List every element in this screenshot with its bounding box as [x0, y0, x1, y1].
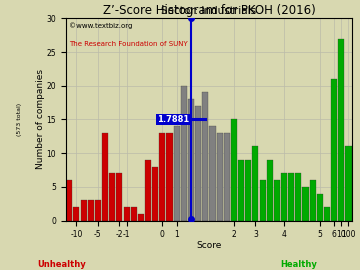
Bar	[281, 173, 287, 221]
Bar	[310, 180, 316, 221]
Bar	[109, 173, 115, 221]
Bar	[260, 180, 266, 221]
Text: The Research Foundation of SUNY: The Research Foundation of SUNY	[68, 40, 187, 46]
Text: Healthy: Healthy	[280, 260, 317, 269]
Bar	[102, 133, 108, 221]
Text: Sector: Industrials: Sector: Industrials	[161, 6, 256, 16]
Bar	[188, 99, 194, 221]
Bar	[116, 173, 122, 221]
Bar	[274, 180, 280, 221]
Text: 1.7881: 1.7881	[157, 115, 189, 124]
Bar	[66, 180, 72, 221]
Title: Z’-Score Histogram for PKOH (2016): Z’-Score Histogram for PKOH (2016)	[103, 4, 315, 17]
Bar	[81, 200, 87, 221]
Bar	[131, 207, 137, 221]
Bar	[288, 173, 294, 221]
Bar	[267, 160, 273, 221]
Bar	[231, 119, 237, 221]
Bar	[152, 167, 158, 221]
Bar	[202, 92, 208, 221]
Bar	[238, 160, 244, 221]
Bar	[95, 200, 101, 221]
Bar	[138, 214, 144, 221]
Bar	[181, 86, 187, 221]
Bar	[123, 207, 130, 221]
Bar	[252, 146, 258, 221]
Bar	[88, 200, 94, 221]
Bar	[159, 133, 165, 221]
Bar	[73, 207, 80, 221]
Bar	[245, 160, 251, 221]
Bar	[302, 187, 309, 221]
Bar	[324, 207, 330, 221]
Bar	[210, 126, 216, 221]
Bar	[331, 79, 337, 221]
Text: Unhealthy: Unhealthy	[37, 260, 86, 269]
Bar	[145, 160, 151, 221]
Bar	[174, 126, 180, 221]
Bar	[295, 173, 301, 221]
Bar	[166, 133, 172, 221]
Bar	[338, 39, 345, 221]
X-axis label: Score: Score	[196, 241, 221, 250]
Bar	[195, 106, 201, 221]
Text: (573 total): (573 total)	[17, 103, 22, 136]
Bar	[217, 133, 223, 221]
Text: ©www.textbiz.org: ©www.textbiz.org	[68, 22, 132, 29]
Y-axis label: Number of companies: Number of companies	[36, 69, 45, 170]
Bar	[317, 194, 323, 221]
Bar	[224, 133, 230, 221]
Bar	[346, 146, 351, 221]
